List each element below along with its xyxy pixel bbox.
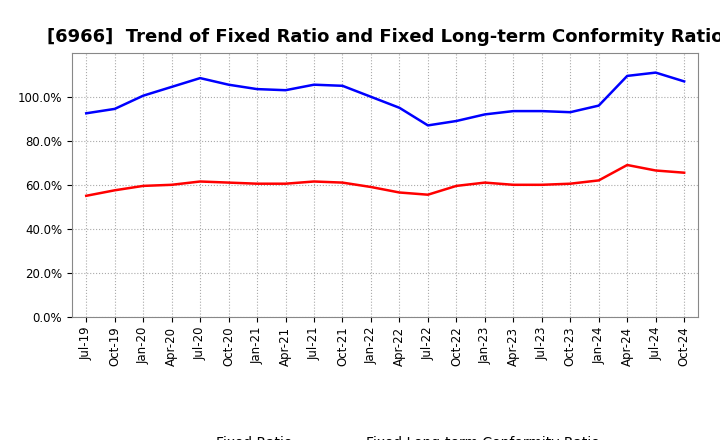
Fixed Long-term Conformity Ratio [652, 168, 660, 173]
Fixed Long-term Conformity Ratio [595, 178, 603, 183]
Fixed Ratio [537, 108, 546, 114]
Fixed Long-term Conformity Ratio [310, 179, 318, 184]
Fixed Long-term Conformity Ratio [395, 190, 404, 195]
Fixed Ratio [566, 110, 575, 115]
Fixed Long-term Conformity Ratio [167, 182, 176, 187]
Fixed Long-term Conformity Ratio [480, 180, 489, 185]
Fixed Ratio [338, 83, 347, 88]
Fixed Long-term Conformity Ratio [196, 179, 204, 184]
Line: Fixed Ratio: Fixed Ratio [86, 73, 684, 125]
Fixed Long-term Conformity Ratio [452, 183, 461, 188]
Fixed Ratio [623, 73, 631, 78]
Fixed Ratio [196, 76, 204, 81]
Fixed Ratio [509, 108, 518, 114]
Fixed Ratio [680, 79, 688, 84]
Fixed Long-term Conformity Ratio [110, 187, 119, 193]
Fixed Long-term Conformity Ratio [623, 162, 631, 168]
Fixed Long-term Conformity Ratio [423, 192, 432, 197]
Fixed Ratio [366, 94, 375, 99]
Fixed Long-term Conformity Ratio [537, 182, 546, 187]
Fixed Long-term Conformity Ratio [82, 193, 91, 198]
Fixed Long-term Conformity Ratio [509, 182, 518, 187]
Fixed Ratio [253, 86, 261, 92]
Fixed Long-term Conformity Ratio [338, 180, 347, 185]
Fixed Ratio [423, 123, 432, 128]
Fixed Ratio [282, 88, 290, 93]
Legend: Fixed Ratio, Fixed Long-term Conformity Ratio: Fixed Ratio, Fixed Long-term Conformity … [165, 430, 606, 440]
Fixed Ratio [652, 70, 660, 75]
Fixed Ratio [452, 118, 461, 124]
Fixed Ratio [310, 82, 318, 87]
Fixed Long-term Conformity Ratio [366, 184, 375, 190]
Fixed Long-term Conformity Ratio [139, 183, 148, 188]
Fixed Ratio [167, 84, 176, 90]
Fixed Long-term Conformity Ratio [680, 170, 688, 175]
Fixed Ratio [395, 105, 404, 110]
Fixed Ratio [110, 106, 119, 111]
Fixed Long-term Conformity Ratio [282, 181, 290, 186]
Fixed Ratio [225, 82, 233, 87]
Fixed Long-term Conformity Ratio [566, 181, 575, 186]
Fixed Ratio [82, 110, 91, 116]
Fixed Ratio [595, 103, 603, 108]
Fixed Long-term Conformity Ratio [253, 181, 261, 186]
Fixed Ratio [139, 93, 148, 98]
Fixed Long-term Conformity Ratio [225, 180, 233, 185]
Line: Fixed Long-term Conformity Ratio: Fixed Long-term Conformity Ratio [86, 165, 684, 196]
Title: [6966]  Trend of Fixed Ratio and Fixed Long-term Conformity Ratio: [6966] Trend of Fixed Ratio and Fixed Lo… [47, 28, 720, 46]
Fixed Ratio [480, 112, 489, 117]
